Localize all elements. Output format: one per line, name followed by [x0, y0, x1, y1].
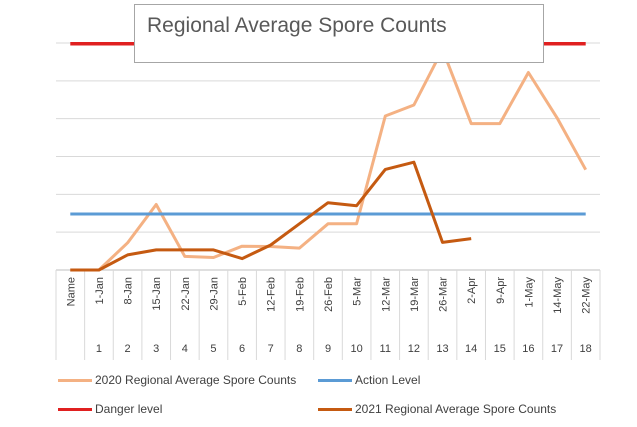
- legend-item-2021: 2021 Regional Average Spore Counts: [318, 402, 556, 416]
- x-tick-label: 1-Jan: [94, 277, 106, 305]
- category-number-label: 4: [182, 343, 188, 355]
- category-number-label: 10: [351, 343, 363, 355]
- x-tick-label: 1-May: [523, 277, 535, 308]
- category-number-label: 16: [522, 343, 534, 355]
- x-tick-label: 8-Jan: [123, 277, 135, 305]
- x-tick-label: 12-Feb: [266, 277, 278, 312]
- category-number-label: 17: [551, 343, 563, 355]
- category-number-label: 1: [96, 343, 102, 355]
- x-tick-label: 15-Jan: [151, 277, 163, 311]
- x-tick-label: 26-Mar: [438, 277, 450, 312]
- category-number-label: 7: [268, 343, 274, 355]
- axis-labels: Name 1-Jan 8-Jan 15-Jan 22-Jan 29-Jan 5-Feb 12-…: [65, 277, 592, 355]
- category-table: [55, 269, 601, 360]
- legend-item-2020: 2020 Regional Average Spore Counts: [58, 373, 296, 387]
- category-number-label: 15: [494, 343, 506, 355]
- chart-title-box: Regional Average Spore Counts: [134, 4, 544, 63]
- category-number-label: 2: [125, 343, 131, 355]
- category-number-label: 13: [436, 343, 448, 355]
- series-line-2020-regional-average-spore-counts: [70, 47, 588, 272]
- x-tick-label: 19-Mar: [409, 277, 421, 312]
- x-tick-label: 5-Feb: [237, 277, 249, 306]
- legend-swatch-2020: [58, 378, 92, 382]
- x-tick-label: 9-Apr: [495, 277, 507, 304]
- legend-label-danger-level: Danger level: [95, 402, 163, 416]
- x-tick-label: 12-Mar: [380, 277, 392, 312]
- x-tick-label: 14-May: [552, 277, 564, 314]
- legend-swatch-action-level: [318, 378, 352, 382]
- category-number-label: 3: [153, 343, 159, 355]
- x-tick-label: 5-Mar: [352, 277, 364, 306]
- x-tick-label: 19-Feb: [294, 277, 306, 312]
- category-number-label: 11: [380, 343, 391, 355]
- x-tick-label: 2-Apr: [466, 277, 478, 304]
- category-number-label: 18: [580, 343, 592, 355]
- x-tick-label: 22-May: [581, 277, 593, 314]
- legend-label-2020: 2020 Regional Average Spore Counts: [95, 373, 297, 387]
- category-number-label: 9: [325, 343, 331, 355]
- legend-label-action-level: Action Level: [355, 373, 421, 387]
- category-number-label: 12: [408, 343, 420, 355]
- x-tick-label: Name: [65, 277, 77, 306]
- category-number-label: 14: [465, 343, 477, 355]
- category-number-label: 5: [210, 343, 216, 355]
- x-tick-label: 22-Jan: [180, 277, 192, 311]
- category-number-label: 8: [296, 343, 302, 355]
- legend-swatch-danger-level: [58, 407, 92, 411]
- x-tick-label: 26-Feb: [323, 277, 335, 312]
- legend-item-action-level: Action Level: [318, 373, 420, 387]
- legend-swatch-2021: [318, 407, 352, 411]
- legend-item-danger-level: Danger level: [58, 402, 162, 416]
- chart-title: Regional Average Spore Counts: [147, 14, 447, 37]
- x-tick-label: 29-Jan: [208, 277, 220, 311]
- legend-label-2021: 2021 Regional Average Spore Counts: [355, 402, 557, 416]
- series-line-2021-regional-average-spore-counts: [70, 160, 472, 272]
- category-number-label: 6: [239, 343, 245, 355]
